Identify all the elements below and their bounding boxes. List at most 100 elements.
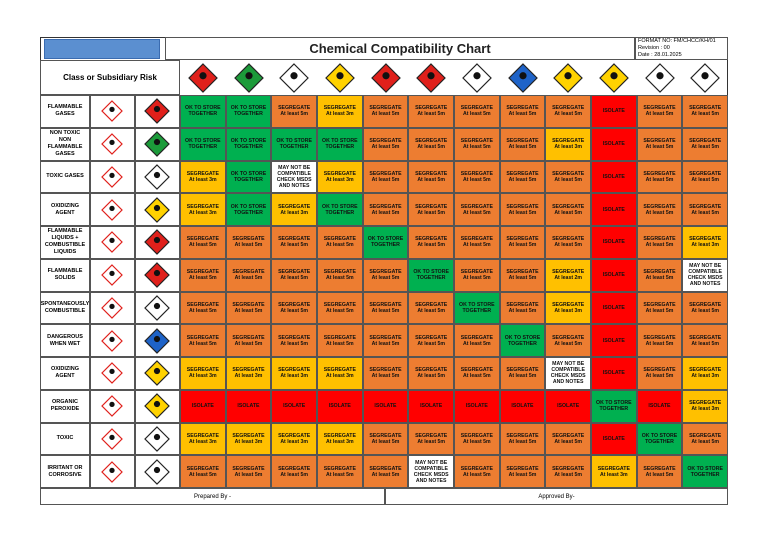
class-icon [144, 327, 170, 354]
cell-text: At least 5m [371, 209, 400, 216]
compat-cell: SEGREGATE At least 5m [682, 193, 728, 226]
cell-text: ISOLATE [191, 403, 214, 410]
cell-text: SEGREGATE [369, 170, 402, 177]
cell-text: SEGREGATE [506, 465, 539, 472]
icon-cell [90, 357, 135, 390]
cell-text: At least 5m [462, 144, 491, 151]
compat-cell: SEGREGATE At least 5m [362, 127, 409, 161]
compat-cell: OK TO STORE TOGETHER [591, 389, 637, 423]
icon-cell [90, 389, 135, 423]
ghs-icon [101, 395, 123, 417]
cell-text: ISOLATE [237, 403, 260, 410]
cell-text: SEGREGATE [506, 236, 539, 243]
compat-cell: SEGREGATE At least 5m [362, 455, 409, 488]
cell-text: At least 3m [188, 373, 217, 380]
cell-text: At least 5m [462, 209, 491, 216]
cell-text: SEGREGATE [415, 334, 448, 341]
cell-text: At least 5m [462, 340, 491, 347]
cell-text: ISOLATE [374, 403, 397, 410]
cell-text: AND NOTES [278, 182, 310, 189]
compat-cell: ISOLATE [225, 389, 272, 423]
icon-cell [90, 455, 135, 488]
cell-text: At least 5m [508, 209, 537, 216]
compat-cell: SEGREGATE At least 5m [636, 357, 683, 390]
cell-text: At least 3m [691, 242, 719, 249]
cell-text: SEGREGATE [689, 236, 722, 243]
cell-text: AND NOTES [689, 281, 721, 288]
compat-cell: SEGREGATE At least 5m [545, 193, 591, 226]
cell-text: SEGREGATE [552, 105, 585, 112]
cell-text: SEGREGATE [415, 367, 448, 374]
cell-text: At least 5m [554, 471, 582, 478]
cell-text: SEGREGATE [369, 105, 402, 112]
class-icon [144, 458, 170, 485]
cell-text: At least 3m [188, 438, 217, 445]
cell-text: At least 5m [645, 275, 674, 282]
cell-text: At least 5m [554, 340, 582, 347]
compat-cell: ISOLATE [591, 258, 637, 292]
class-icon [144, 131, 170, 157]
compat-cell: SEGREGATE At least 5m [636, 258, 683, 292]
class-icon [187, 62, 218, 93]
cell-text: SEGREGATE [460, 432, 493, 439]
format-line: FORMAT NO: FM/CHCC/KH/01 [638, 38, 716, 44]
cell-text: At least 5m [280, 307, 308, 314]
icon-cell [90, 291, 135, 325]
class-icon [416, 62, 447, 93]
cell-text: SEGREGATE [689, 301, 722, 308]
cell-text: CHECK MSDS [413, 471, 449, 478]
cell-text: SEGREGATE [552, 301, 585, 308]
cell-text: SEGREGATE [232, 269, 265, 276]
compat-cell: SEGREGATE At least 5m [225, 324, 272, 357]
cell-text: SEGREGATE [643, 301, 676, 308]
ghs-icon [101, 166, 123, 188]
compat-cell: SEGREGATE At least 5m [271, 324, 317, 357]
cell-text: MAY NOT BE [689, 263, 722, 270]
row-label: DANGEROUS WHEN WET [40, 324, 90, 357]
compat-cell: SEGREGATE At least 3m [180, 193, 226, 226]
compat-cell: SEGREGATE At least 3m [225, 422, 272, 456]
compat-cell: SEGREGATE At least 3m [317, 95, 363, 128]
cell-text: At least 5m [554, 242, 582, 249]
cell-text: At least 3m [554, 307, 582, 314]
compat-cell: SEGREGATE At least 3m [317, 160, 363, 194]
cell-text: TOGETHER [188, 111, 218, 118]
compat-cell: SEGREGATE At least 5m [682, 422, 728, 456]
ghs-icon [101, 362, 123, 385]
compat-cell: OK TO STORE TOGETHER [225, 160, 272, 194]
cell-text: SEGREGATE [689, 432, 722, 439]
cell-text: At least 5m [554, 209, 582, 216]
compat-cell: SEGREGATE At least 5m [682, 127, 728, 161]
icon-cell [135, 357, 180, 390]
cell-text: TOGETHER [279, 144, 309, 151]
cell-text: At least 5m [508, 275, 537, 282]
cell-text: SEGREGATE [278, 203, 311, 210]
compat-cell: SEGREGATE At least 5m [499, 127, 546, 161]
cell-text: SEGREGATE [323, 301, 356, 308]
compat-cell: ISOLATE [591, 291, 637, 325]
cell-text: At least 5m [645, 176, 674, 183]
cell-text: At least 5m [554, 176, 582, 183]
compat-cell: SEGREGATE At least 5m [362, 95, 409, 128]
cell-text: MAY NOT BE [415, 459, 448, 466]
cell-text: At least 5m [280, 471, 308, 478]
cell-text: At least 5m [645, 373, 674, 380]
compat-cell: SEGREGATE At least 3m [682, 357, 728, 390]
cell-text: SEGREGATE [643, 203, 676, 210]
cell-text: SEGREGATE [506, 367, 539, 374]
compat-cell: SEGREGATE At least 5m [499, 193, 546, 226]
compat-cell: ISOLATE [636, 389, 683, 423]
compat-cell: SEGREGATE At least 3m [180, 160, 226, 194]
compat-cell: SEGREGATE At least 5m [362, 422, 409, 456]
compat-cell: ISOLATE [591, 324, 637, 357]
cell-text: SEGREGATE [460, 105, 493, 112]
compat-cell: SEGREGATE At least 5m [454, 127, 500, 161]
row-label: FLAMMABLE SOLIDS [40, 258, 90, 292]
cell-text: At least 5m [325, 340, 354, 347]
cell-text: SEGREGATE [552, 236, 585, 243]
cell-text: At least 3m [554, 144, 582, 151]
row-label: OXIDIZING AGENT [40, 357, 90, 390]
cell-text: TOGETHER [645, 438, 674, 445]
compat-cell: SEGREGATE At least 5m [545, 455, 591, 488]
compat-cell: OK TO STORE TOGETHER [499, 324, 546, 357]
